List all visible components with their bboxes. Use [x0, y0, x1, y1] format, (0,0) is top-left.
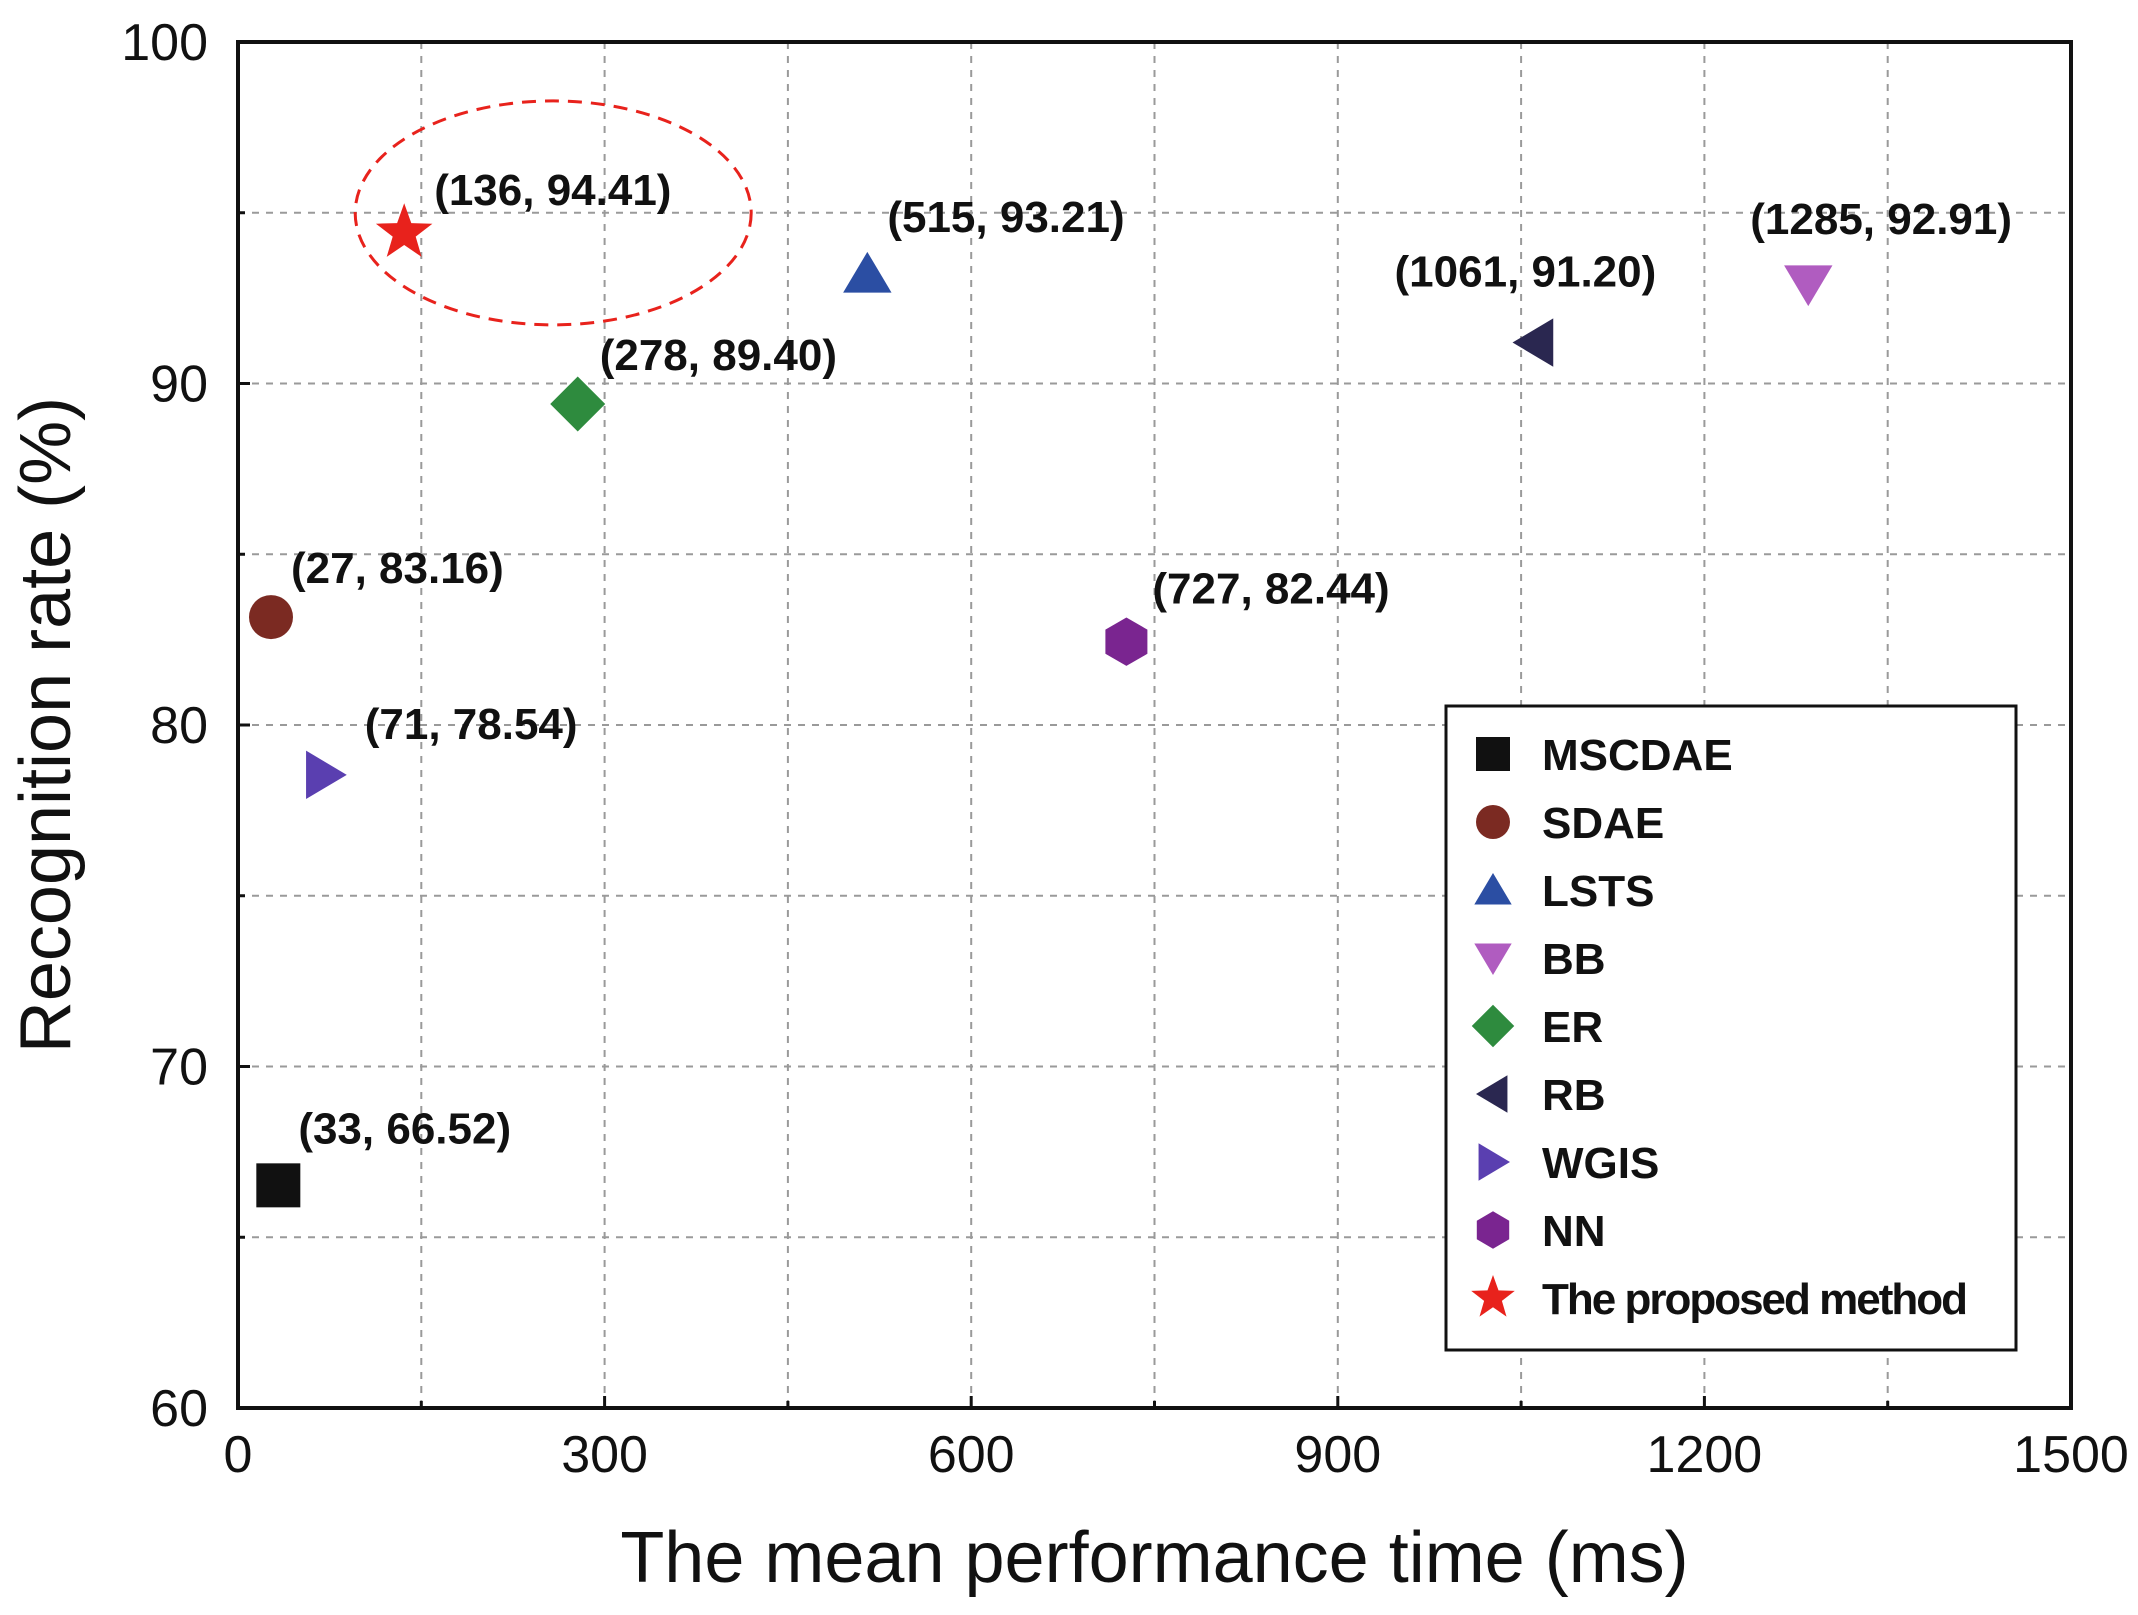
- legend-label-er: ER: [1542, 1003, 1603, 1052]
- legend-marker-sdae: [1476, 805, 1510, 839]
- axis-ticks: 0 300 600 900 1200 1500 60 70 80 90 100: [121, 14, 2129, 1484]
- annotations: [353, 99, 753, 327]
- point-nn: [1105, 617, 1148, 666]
- legend-marker-bb: [1474, 943, 1512, 975]
- y-tick-label: 80: [150, 697, 208, 755]
- legend-label-bb: BB: [1542, 935, 1606, 984]
- point-label-the-proposed-method: (136, 94.41): [434, 166, 671, 215]
- legend-marker-wgis: [1478, 1143, 1510, 1181]
- x-tick-label: 1200: [1647, 1426, 1763, 1484]
- legend-label-the-proposed-method: The proposed method: [1542, 1275, 1966, 1324]
- legend-label-mscdae: MSCDAE: [1542, 731, 1733, 780]
- point-label-lsts: (515, 93.21): [887, 193, 1124, 242]
- data-points: [248, 203, 1833, 1208]
- point-the-proposed-method: [375, 203, 433, 257]
- point-sdae: [248, 595, 293, 640]
- x-axis-title: The mean performance time (ms): [620, 1518, 1688, 1598]
- point-label-wgis: (71, 78.54): [365, 700, 578, 749]
- point-lsts: [843, 251, 892, 293]
- legend-label-nn: NN: [1542, 1207, 1606, 1256]
- highlight-ellipse: [353, 99, 753, 327]
- point-label-bb: (1285, 92.91): [1750, 195, 2012, 244]
- point-er: [550, 376, 606, 432]
- legend-label-wgis: WGIS: [1542, 1139, 1659, 1188]
- point-label-nn: (727, 82.44): [1152, 565, 1389, 614]
- legend-label-rb: RB: [1542, 1071, 1606, 1120]
- y-axis-title: Recognition rate (%): [6, 397, 86, 1053]
- legend-marker-er: [1471, 1004, 1515, 1048]
- x-tick-label: 900: [1294, 1426, 1381, 1484]
- x-tick-label: 0: [224, 1426, 253, 1484]
- legend-label-lsts: LSTS: [1542, 867, 1654, 916]
- point-mscdae: [256, 1163, 301, 1208]
- legend-marker-mscdae: [1476, 737, 1510, 771]
- point-label-er: (278, 89.40): [600, 331, 837, 380]
- x-tick-label: 1500: [2013, 1426, 2129, 1484]
- legend: MSCDAE SDAE LSTS BB ER RB WGIS NN The proposed m…: [1444, 704, 2018, 1352]
- point-wgis: [306, 750, 347, 800]
- y-tick-label: 100: [121, 14, 208, 72]
- legend-label-sdae: SDAE: [1542, 799, 1664, 848]
- point-label-rb: (1061, 91.20): [1395, 248, 1657, 297]
- legend-marker-lsts: [1474, 873, 1512, 905]
- legend-marker-the-proposed-method: [1471, 1275, 1515, 1317]
- legend-marker-nn: [1476, 1211, 1510, 1249]
- y-tick-label: 60: [150, 1380, 208, 1438]
- y-tick-label: 90: [150, 356, 208, 414]
- y-tick-label: 70: [150, 1039, 208, 1097]
- point-labels: (33, 66.52) (27, 83.16) (515, 93.21) (1285,…: [291, 166, 2012, 1153]
- x-tick-label: 300: [561, 1426, 648, 1484]
- x-tick-label: 600: [928, 1426, 1015, 1484]
- legend-marker-rb: [1476, 1075, 1508, 1113]
- point-label-mscdae: (33, 66.52): [298, 1104, 511, 1153]
- point-label-sdae: (27, 83.16): [291, 544, 504, 593]
- point-bb: [1784, 265, 1833, 307]
- legend-box: [1444, 704, 2018, 1352]
- point-rb: [1512, 318, 1554, 367]
